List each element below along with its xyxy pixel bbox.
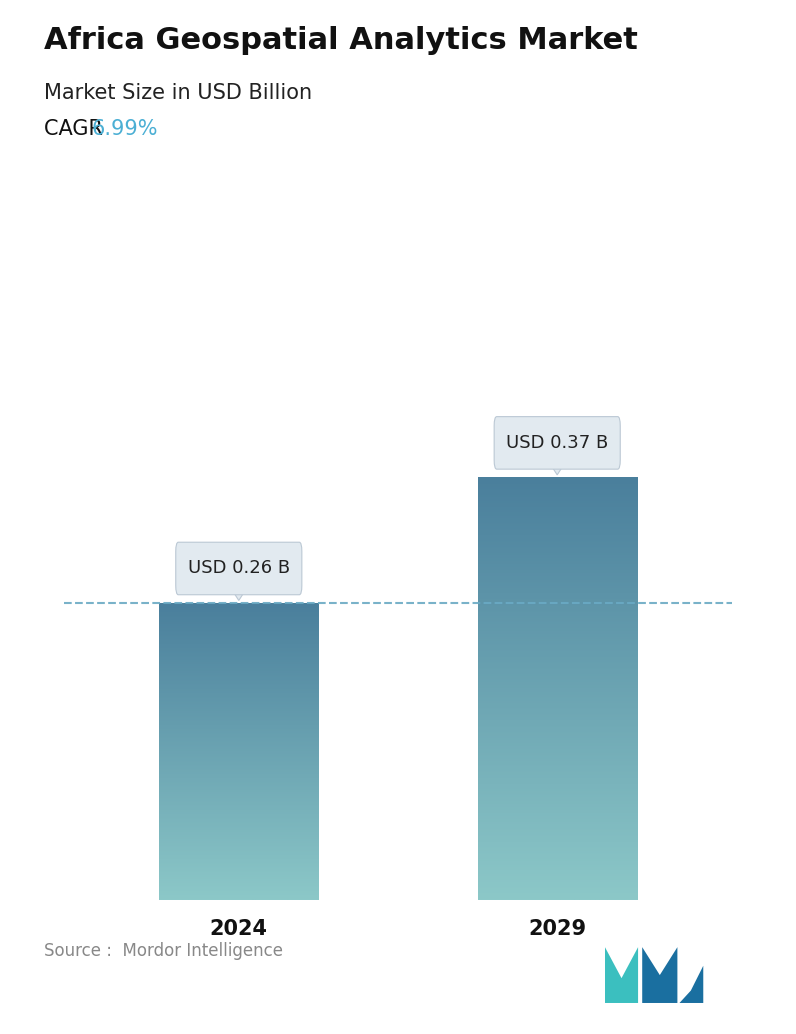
Text: CAGR: CAGR [44,119,109,139]
FancyBboxPatch shape [494,417,620,469]
Text: Source :  Mordor Intelligence: Source : Mordor Intelligence [44,942,283,960]
Text: USD 0.37 B: USD 0.37 B [506,434,608,452]
Polygon shape [680,966,704,1003]
Text: USD 0.26 B: USD 0.26 B [188,559,290,577]
Text: Africa Geospatial Analytics Market: Africa Geospatial Analytics Market [44,26,638,55]
Text: 6.99%: 6.99% [92,119,158,139]
Polygon shape [605,947,638,1003]
FancyBboxPatch shape [178,575,299,585]
FancyBboxPatch shape [497,450,618,460]
FancyBboxPatch shape [176,542,302,595]
Polygon shape [642,947,677,1003]
Polygon shape [548,460,567,475]
Polygon shape [229,585,248,601]
Text: Market Size in USD Billion: Market Size in USD Billion [44,83,312,102]
